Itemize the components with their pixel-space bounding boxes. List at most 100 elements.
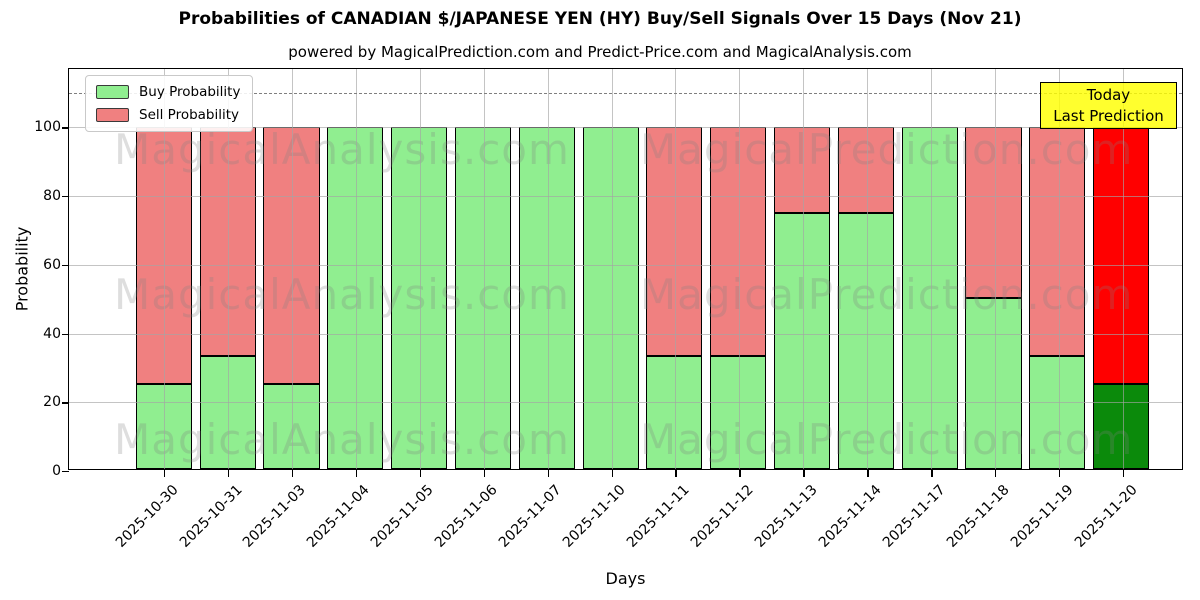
today-annotation-line1: Today bbox=[1086, 85, 1131, 104]
bar-2025-11-12 bbox=[706, 69, 770, 469]
x-tick-mark bbox=[355, 469, 358, 477]
y-tick-label: 80 bbox=[43, 188, 61, 205]
y-tick-label: 60 bbox=[43, 256, 61, 273]
buy-segment bbox=[710, 356, 767, 469]
buy-segment bbox=[454, 127, 512, 469]
y-tick-label: 0 bbox=[52, 463, 61, 479]
buy-segment bbox=[135, 383, 192, 469]
x-tick-mark bbox=[675, 469, 677, 477]
bar-2025-11-04 bbox=[323, 69, 387, 469]
bar-2025-11-05 bbox=[387, 69, 451, 469]
sell-color-swatch bbox=[96, 108, 129, 122]
sell-segment bbox=[646, 127, 703, 357]
legend: Buy Probability Sell Probability bbox=[85, 75, 254, 132]
x-tick-label: 2025-11-13 bbox=[751, 482, 821, 551]
x-tick-label: 2025-11-20 bbox=[1071, 482, 1141, 551]
x-tick-label: 2025-11-12 bbox=[687, 482, 757, 551]
x-tick-mark bbox=[547, 469, 549, 477]
y-tick-mark bbox=[62, 402, 69, 404]
y-tick-label: 40 bbox=[43, 325, 61, 342]
buy-segment bbox=[965, 298, 1022, 469]
bar-2025-11-07 bbox=[515, 69, 579, 469]
y-tick-mark bbox=[62, 127, 69, 129]
bar-2025-11-11 bbox=[643, 69, 707, 469]
buy-segment bbox=[901, 127, 958, 469]
x-tick-mark bbox=[1123, 469, 1125, 477]
y-tick-label: 20 bbox=[43, 394, 61, 411]
legend-sell-label: Sell Probability bbox=[139, 107, 240, 123]
x-tick-label: 2025-11-04 bbox=[304, 482, 374, 551]
x-tick-label: 2025-11-17 bbox=[879, 482, 949, 551]
x-tick-mark bbox=[931, 469, 933, 477]
sell-segment bbox=[199, 127, 256, 357]
bar-2025-11-06 bbox=[451, 69, 515, 469]
plot-area: MagicalAnalysis.com MagicalPrediction.com… bbox=[13, 68, 1183, 588]
bar-2025-10-30 bbox=[132, 69, 196, 469]
buy-segment bbox=[518, 127, 575, 469]
buy-segment bbox=[646, 356, 703, 469]
x-tick-label: 2025-11-10 bbox=[559, 482, 629, 551]
buy-segment bbox=[1093, 383, 1150, 469]
today-annotation-line2: Last Prediction bbox=[1053, 106, 1164, 125]
legend-buy-label: Buy Probability bbox=[139, 84, 241, 100]
x-tick-label: 2025-11-06 bbox=[432, 482, 501, 551]
x-tick-mark bbox=[419, 469, 422, 477]
sell-segment bbox=[1029, 127, 1086, 357]
buy-segment bbox=[263, 383, 320, 469]
bar-2025-11-19 bbox=[1025, 69, 1089, 469]
bar-2025-10-31 bbox=[196, 69, 260, 469]
x-tick-mark bbox=[1059, 469, 1061, 477]
buy-segment bbox=[837, 212, 894, 469]
x-tick-mark bbox=[611, 469, 613, 477]
chart-title: Probabilities of CANADIAN $/JAPANESE YEN… bbox=[178, 9, 1022, 29]
buy-segment bbox=[199, 356, 256, 469]
sell-segment bbox=[1093, 127, 1150, 384]
bar-2025-11-18 bbox=[962, 69, 1026, 469]
bar-2025-11-10 bbox=[579, 69, 643, 469]
x-tick-mark bbox=[291, 469, 294, 477]
sell-segment bbox=[710, 127, 767, 357]
sell-segment bbox=[135, 127, 192, 384]
bar-2025-11-03 bbox=[260, 69, 324, 469]
sell-segment bbox=[837, 127, 894, 213]
legend-item-buy: Buy Probability bbox=[96, 84, 240, 100]
x-tick-label: 2025-11-18 bbox=[943, 482, 1013, 551]
today-annotation: Today Last Prediction bbox=[1040, 82, 1177, 129]
x-tick-mark bbox=[739, 469, 741, 477]
buy-segment bbox=[327, 127, 384, 469]
x-tick-mark bbox=[995, 469, 997, 477]
y-tick-mark bbox=[62, 333, 69, 335]
bar-2025-11-14 bbox=[834, 69, 898, 469]
sell-segment bbox=[965, 127, 1022, 299]
buy-segment bbox=[1029, 356, 1086, 469]
x-tick-label: 2025-11-14 bbox=[815, 482, 885, 551]
x-tick-mark bbox=[227, 469, 230, 477]
x-tick-label: 2025-10-30 bbox=[112, 482, 182, 551]
bar-2025-11-20 bbox=[1089, 69, 1153, 469]
y-tick-mark bbox=[62, 264, 69, 267]
chart-subtitle: powered by MagicalPrediction.com and Pre… bbox=[288, 43, 912, 61]
x-tick-label: 2025-11-07 bbox=[496, 482, 565, 551]
buy-segment bbox=[582, 127, 639, 469]
legend-item-sell: Sell Probability bbox=[96, 107, 240, 123]
sell-segment bbox=[773, 127, 831, 213]
y-tick-mark bbox=[62, 471, 69, 473]
bar-2025-11-17 bbox=[898, 69, 962, 469]
x-tick-label: 2025-10-31 bbox=[176, 482, 246, 551]
bars-container bbox=[132, 69, 1153, 469]
x-tick-mark bbox=[867, 469, 869, 477]
x-tick-label: 2025-11-11 bbox=[623, 482, 693, 551]
x-tick-label: 2025-11-05 bbox=[368, 482, 438, 551]
y-tick-mark bbox=[62, 196, 69, 198]
x-tick-mark bbox=[483, 469, 485, 477]
buy-segment bbox=[391, 127, 448, 469]
x-tick-mark bbox=[803, 469, 805, 477]
buy-color-swatch bbox=[96, 85, 129, 99]
bar-2025-11-13 bbox=[770, 69, 834, 469]
sell-segment bbox=[263, 127, 320, 384]
x-tick-label: 2025-11-19 bbox=[1007, 482, 1077, 551]
buy-segment bbox=[773, 212, 831, 469]
x-axis-title: Days bbox=[605, 569, 646, 588]
x-tick-label: 2025-11-03 bbox=[240, 482, 310, 551]
